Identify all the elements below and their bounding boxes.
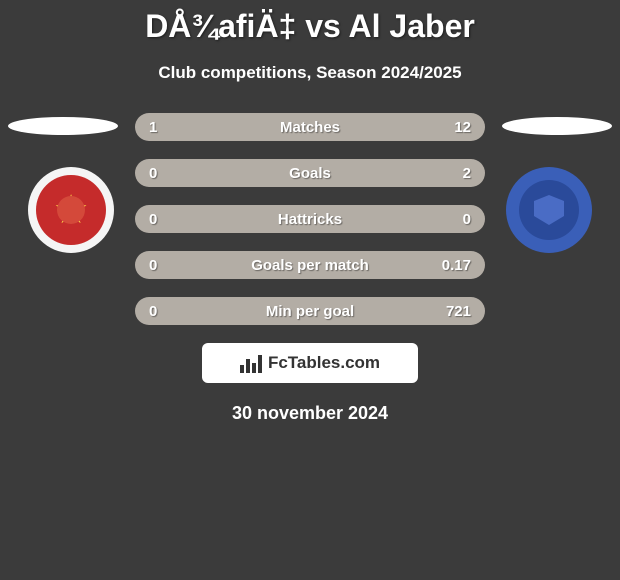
stat-row-matches: 1 Matches 12 [135,113,485,141]
stat-left-value: 1 [149,119,157,136]
stat-label: Goals [135,165,485,182]
stat-right-value: 2 [463,165,471,182]
bar-icon-bar [252,363,256,373]
page-title: DÅ¾afiÄ‡ vs Al Jaber [0,0,620,45]
shield-icon [534,195,564,225]
stat-left-value: 0 [149,211,157,228]
ellipse-left [8,117,118,135]
stat-label: Hattricks [135,211,485,228]
brand-text: FcTables.com [268,353,380,373]
stat-label: Matches [135,119,485,136]
stat-left-value: 0 [149,257,157,274]
stat-right-value: 721 [446,303,471,320]
bar-chart-icon [240,353,262,373]
comparison-infographic: DÅ¾afiÄ‡ vs Al Jaber Club competitions, … [0,0,620,424]
team-badge-right-inner [519,180,579,240]
stat-left-value: 0 [149,165,157,182]
stat-row-goals-per-match: 0 Goals per match 0.17 [135,251,485,279]
bar-icon-bar [258,355,262,373]
stat-row-goals: 0 Goals 2 [135,159,485,187]
stat-row-hattricks: 0 Hattricks 0 [135,205,485,233]
stat-right-value: 12 [454,119,471,136]
stat-right-value: 0.17 [442,257,471,274]
ellipse-right [502,117,612,135]
brand-badge: FcTables.com [202,343,418,383]
stat-left-value: 0 [149,303,157,320]
team-badge-left: ★ [28,167,114,253]
stat-row-min-per-goal: 0 Min per goal 721 [135,297,485,325]
main-area: ★ 1 Matches 12 0 Goals 2 0 Hattricks [0,113,620,325]
stats-list: 1 Matches 12 0 Goals 2 0 Hattricks 0 0 G… [135,113,485,325]
bar-icon-bar [240,365,244,373]
date-text: 30 november 2024 [0,403,620,424]
stat-label: Min per goal [135,303,485,320]
bar-icon-bar [246,359,250,373]
team-badge-left-center [57,196,85,224]
team-badge-right [506,167,592,253]
subtitle: Club competitions, Season 2024/2025 [0,63,620,83]
stat-right-value: 0 [463,211,471,228]
stat-label: Goals per match [135,257,485,274]
